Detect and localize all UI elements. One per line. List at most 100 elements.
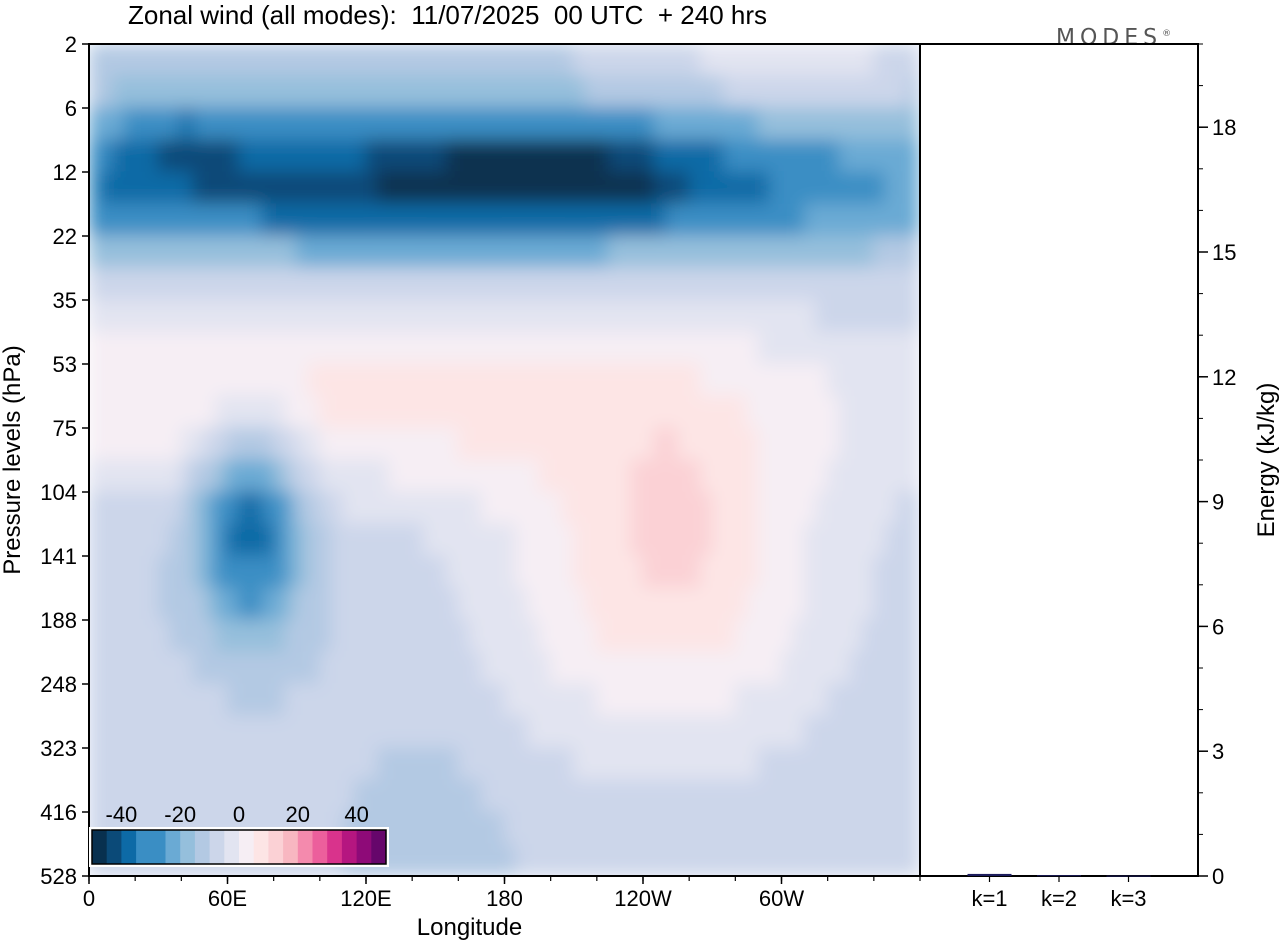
heatmap-cell <box>342 44 356 77</box>
heatmap-cell <box>550 331 563 365</box>
heatmap-cell <box>700 555 713 589</box>
heatmap-cell <box>353 683 367 717</box>
heatmap-cell <box>273 555 286 589</box>
heatmap-cell <box>400 75 413 109</box>
energy-tick-label: 6 <box>1212 614 1224 639</box>
heatmap-cell <box>803 107 817 141</box>
heatmap-cell <box>677 811 690 845</box>
heatmap-cell <box>653 395 667 429</box>
heatmap-cell <box>688 331 702 365</box>
heatmap-cell <box>423 235 436 269</box>
heatmap-cell <box>226 299 240 333</box>
heatmap-cell <box>215 331 229 365</box>
heatmap-cell <box>446 459 459 493</box>
heatmap-cell <box>146 747 159 781</box>
heatmap-cell <box>353 715 367 749</box>
heatmap-cell <box>827 523 840 557</box>
heatmap-cell <box>388 555 402 589</box>
heatmap-cell <box>734 523 748 557</box>
heatmap-cell <box>734 843 748 876</box>
heatmap-cell <box>203 363 217 397</box>
heatmap-cell <box>446 843 459 876</box>
heatmap-cell <box>400 779 413 813</box>
heatmap-cell <box>850 427 863 461</box>
heatmap-cell <box>538 395 552 429</box>
heatmap-cell <box>584 267 598 301</box>
heatmap-cell <box>861 747 875 781</box>
heatmap-cell <box>423 363 436 397</box>
heatmap-cell <box>573 459 586 493</box>
heatmap-cell <box>376 427 390 461</box>
heatmap-cell <box>215 427 229 461</box>
heatmap-cell <box>353 587 367 621</box>
heatmap-cell <box>134 779 148 813</box>
energy-tick-label: 0 <box>1212 864 1224 889</box>
heatmap-cell <box>769 523 783 557</box>
heatmap-cell <box>411 44 425 77</box>
heatmap-cell <box>134 363 148 397</box>
heatmap-cell <box>653 299 667 333</box>
heatmap-cell <box>203 75 217 109</box>
heatmap-cell <box>780 747 794 781</box>
heatmap-cell <box>573 523 586 557</box>
heatmap-cell <box>146 171 159 205</box>
heatmap-cell <box>99 555 113 589</box>
heatmap-cell <box>538 75 552 109</box>
heatmap-cell <box>607 267 621 301</box>
heatmap-cell <box>123 715 136 749</box>
heatmap-cell <box>296 779 309 813</box>
heatmap-cell <box>884 683 898 717</box>
heatmap-cell <box>850 587 863 621</box>
heatmap-cell <box>700 427 713 461</box>
heatmap-cell <box>376 44 390 77</box>
heatmap-cell <box>538 619 552 653</box>
heatmap-cell <box>365 779 379 813</box>
heatmap-cell <box>457 491 471 525</box>
colorbar-swatch <box>327 830 343 864</box>
heatmap-cell <box>607 779 621 813</box>
heatmap-cell <box>457 843 471 876</box>
heatmap-cell <box>330 107 344 141</box>
heatmap-cell <box>446 779 459 813</box>
heatmap-cell <box>561 523 575 557</box>
heatmap-cell <box>319 651 332 685</box>
heatmap-cell <box>446 44 459 77</box>
heatmap-cell <box>342 715 356 749</box>
heatmap-cell <box>89 267 102 301</box>
heatmap-cell <box>365 587 379 621</box>
heatmap-cell <box>469 171 483 205</box>
heatmap-cell <box>642 491 656 525</box>
heatmap-cell <box>469 203 483 237</box>
heatmap-cell <box>203 555 217 589</box>
heatmap-cell <box>596 139 609 173</box>
heatmap-cell <box>907 299 920 333</box>
heatmap-cell <box>688 523 702 557</box>
heatmap-cell <box>226 203 240 237</box>
heatmap-cell <box>330 619 344 653</box>
heatmap-cell <box>215 619 229 653</box>
heatmap-cell <box>284 523 298 557</box>
heatmap-cell <box>584 491 598 525</box>
heatmap-cell <box>665 75 679 109</box>
heatmap-cell <box>584 139 598 173</box>
heatmap-cell <box>423 779 436 813</box>
heatmap-cell <box>861 171 875 205</box>
heatmap-cell <box>146 75 159 109</box>
heatmap-cell <box>503 459 517 493</box>
heatmap-cell <box>526 363 540 397</box>
heatmap-cell <box>757 107 771 141</box>
heatmap-cell <box>711 235 725 269</box>
heatmap-cell <box>169 587 182 621</box>
heatmap-cell <box>261 747 275 781</box>
heatmap-cell <box>226 395 240 429</box>
heatmap-cell <box>411 427 425 461</box>
heatmap-cell <box>319 491 332 525</box>
colorbar-swatch <box>136 830 152 864</box>
heatmap-cell <box>457 683 471 717</box>
heatmap-cell <box>803 491 817 525</box>
heatmap-cell <box>815 75 829 109</box>
heatmap-cell <box>342 459 356 493</box>
heatmap-cell <box>896 235 910 269</box>
heatmap-cell <box>215 683 229 717</box>
heatmap-cell <box>89 107 102 141</box>
